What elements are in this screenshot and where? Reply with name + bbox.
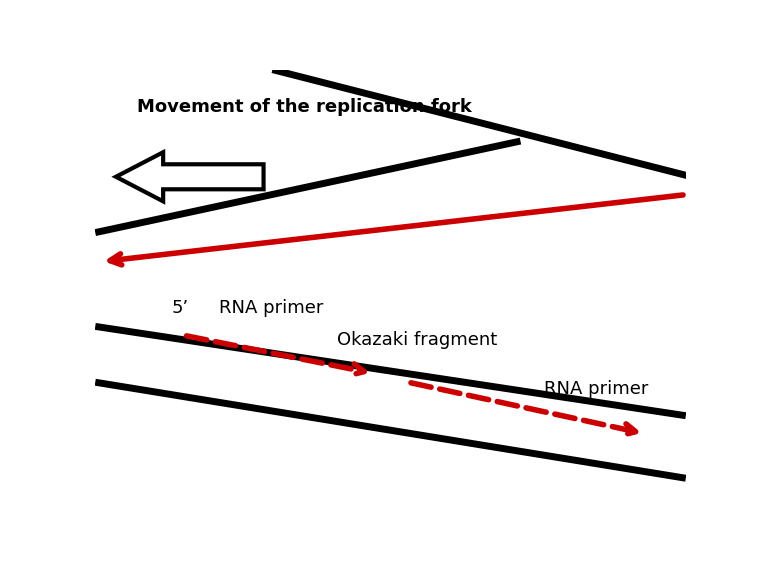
- Text: 5’: 5’: [172, 299, 189, 317]
- Polygon shape: [116, 152, 264, 201]
- Text: Movement of the replication fork: Movement of the replication fork: [136, 99, 472, 117]
- Text: RNA primer: RNA primer: [219, 299, 324, 317]
- Text: Okazaki fragment: Okazaki fragment: [338, 331, 498, 349]
- Text: RNA primer: RNA primer: [544, 380, 648, 398]
